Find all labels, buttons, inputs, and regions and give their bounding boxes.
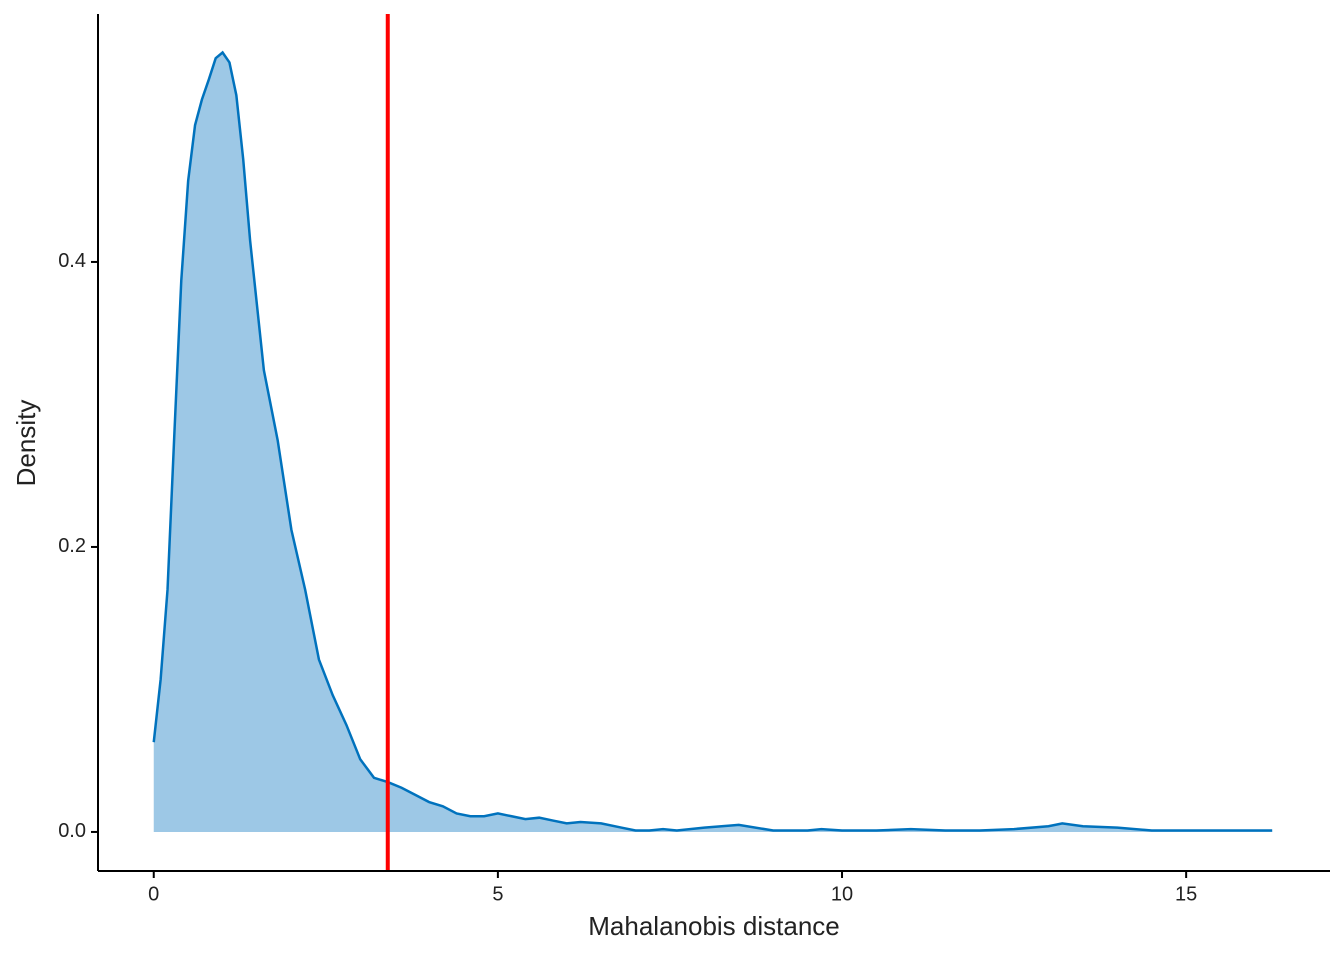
x-tick-label: 5 xyxy=(492,883,503,905)
x-tick-label: 10 xyxy=(831,883,853,905)
density-line xyxy=(152,50,1273,832)
x-tick-label: 15 xyxy=(1175,883,1197,905)
y-tick-label: 0.4 xyxy=(58,250,86,272)
y-tick-label: 0.2 xyxy=(58,535,86,557)
x-axis-title: Mahalanobis distance xyxy=(588,911,840,941)
y-axis-title: Density xyxy=(11,400,41,487)
x-tick-label: 0 xyxy=(148,883,159,905)
y-tick-label: 0.0 xyxy=(58,820,86,842)
density-area xyxy=(153,52,1273,832)
